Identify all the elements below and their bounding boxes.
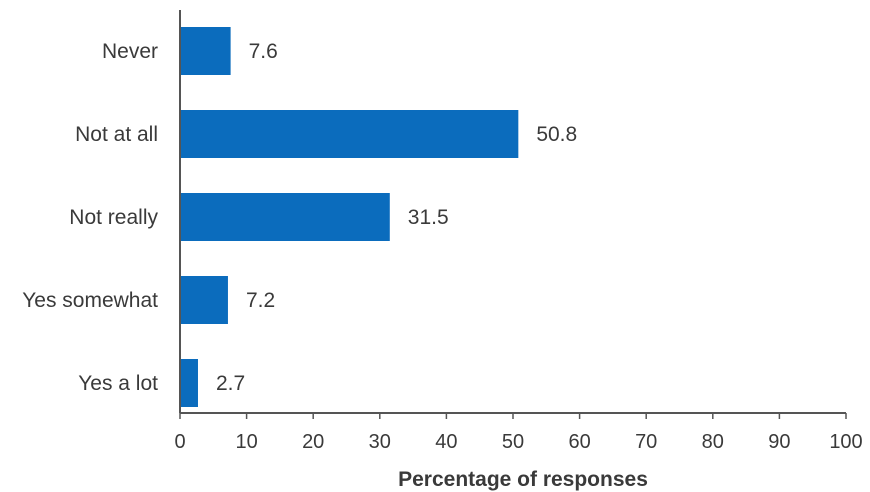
data-label: 7.2 xyxy=(246,289,275,312)
x-axis-title: Percentage of responses xyxy=(398,468,648,491)
bar-yes-somewhat xyxy=(180,276,228,324)
x-tick-label: 80 xyxy=(702,431,724,453)
bar-never xyxy=(180,27,231,75)
category-label: Never xyxy=(102,40,158,63)
bar-yes-a-lot xyxy=(180,359,198,407)
data-labels: 7.6 50.8 31.5 7.2 2.7 xyxy=(216,40,577,395)
x-ticks: 0 10 20 30 40 50 60 70 80 90 100 xyxy=(174,413,863,453)
category-label: Yes somewhat xyxy=(22,289,158,312)
data-label: 50.8 xyxy=(536,123,577,146)
data-label: 2.7 xyxy=(216,372,245,395)
category-label: Not at all xyxy=(75,123,158,146)
bars-group xyxy=(180,27,519,407)
category-labels: Never Not at all Not really Yes somewhat Yes… xyxy=(22,40,158,395)
x-tick-label: 50 xyxy=(502,431,524,453)
bar-not-at-all xyxy=(180,110,519,158)
category-label: Yes a lot xyxy=(78,372,158,395)
x-tick-label: 20 xyxy=(302,431,324,453)
data-label: 7.6 xyxy=(249,40,278,63)
x-tick-label: 100 xyxy=(829,431,862,453)
x-tick-label: 70 xyxy=(635,431,657,453)
x-tick-label: 60 xyxy=(568,431,590,453)
x-tick-label: 40 xyxy=(435,431,457,453)
x-tick-label: 90 xyxy=(768,431,790,453)
data-label: 31.5 xyxy=(408,206,449,229)
x-tick-label: 30 xyxy=(369,431,391,453)
bar-not-really xyxy=(180,193,390,241)
x-tick-label: 10 xyxy=(235,431,257,453)
category-label: Not really xyxy=(69,206,158,229)
x-tick-label: 0 xyxy=(174,431,185,453)
